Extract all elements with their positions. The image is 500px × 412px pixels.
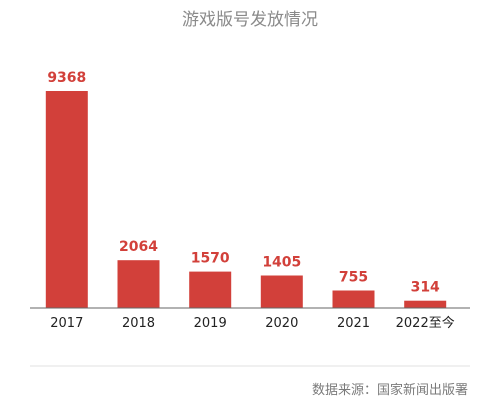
- x-tick-2017: 2017: [50, 316, 83, 331]
- data-source-note: 数据来源：国家新闻出版署: [312, 382, 468, 398]
- bar-2017: [45, 91, 88, 308]
- data-label-2018: 2064: [119, 239, 158, 255]
- data-label-2022至今: 314: [411, 280, 440, 296]
- chart-title: 游戏版号发放情况: [182, 10, 318, 30]
- x-tick-2022至今: 2022至今: [396, 315, 455, 331]
- bars-group: 9368 2064 1570 1405 755 314: [45, 70, 447, 308]
- bar-2020: [260, 275, 303, 308]
- x-tick-2019: 2019: [194, 316, 227, 331]
- data-label-2021: 755: [339, 270, 368, 286]
- bar-2019: [189, 271, 232, 308]
- data-label-2020: 1405: [262, 255, 301, 271]
- data-label-2017: 9368: [47, 70, 86, 86]
- x-tick-2020: 2020: [265, 316, 298, 331]
- bar-2021: [332, 290, 375, 308]
- x-tick-2018: 2018: [122, 316, 155, 331]
- x-tick-labels: 2017 2018 2019 2020 2021 2022至今: [50, 315, 454, 331]
- bar-2018: [117, 260, 160, 308]
- x-tick-2021: 2021: [337, 316, 370, 331]
- data-label-2019: 1570: [191, 251, 230, 267]
- bar-2022至今: [404, 300, 447, 308]
